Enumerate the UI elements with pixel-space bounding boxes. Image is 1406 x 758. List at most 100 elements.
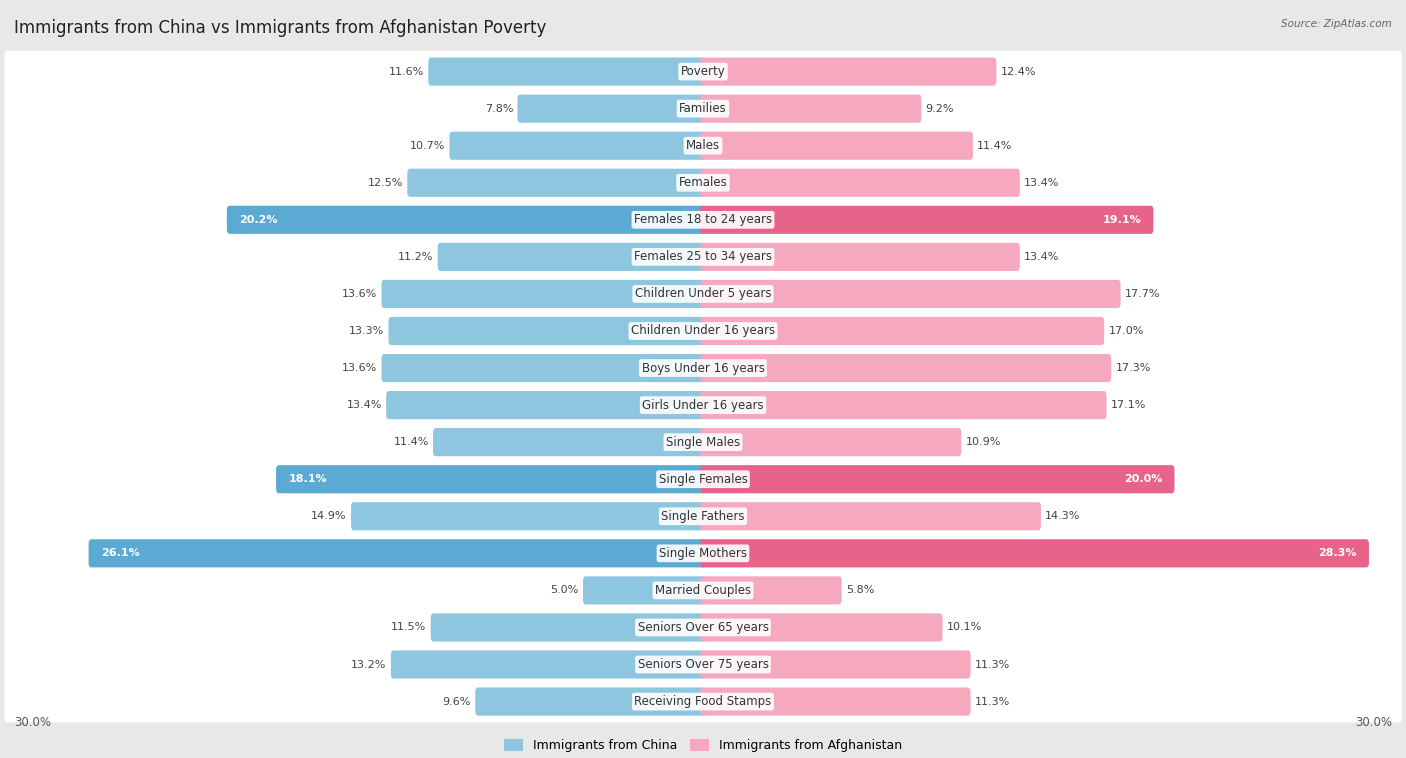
Text: Females 25 to 34 years: Females 25 to 34 years	[634, 250, 772, 263]
FancyBboxPatch shape	[4, 51, 1402, 92]
FancyBboxPatch shape	[4, 496, 1402, 537]
Text: 13.4%: 13.4%	[1024, 178, 1059, 188]
FancyBboxPatch shape	[700, 205, 1153, 234]
Text: 10.1%: 10.1%	[946, 622, 981, 632]
FancyBboxPatch shape	[4, 681, 1402, 722]
FancyBboxPatch shape	[700, 95, 921, 123]
Text: 28.3%: 28.3%	[1319, 548, 1357, 559]
Text: 13.4%: 13.4%	[347, 400, 382, 410]
Text: Seniors Over 65 years: Seniors Over 65 years	[637, 621, 769, 634]
FancyBboxPatch shape	[700, 576, 842, 604]
Text: 7.8%: 7.8%	[485, 104, 513, 114]
FancyBboxPatch shape	[700, 58, 997, 86]
Text: 19.1%: 19.1%	[1102, 215, 1142, 225]
Text: 5.0%: 5.0%	[551, 585, 579, 595]
Text: 13.4%: 13.4%	[1024, 252, 1059, 262]
Text: 14.9%: 14.9%	[311, 512, 347, 522]
Text: Children Under 16 years: Children Under 16 years	[631, 324, 775, 337]
FancyBboxPatch shape	[89, 539, 706, 568]
Text: 9.6%: 9.6%	[443, 697, 471, 706]
FancyBboxPatch shape	[437, 243, 706, 271]
FancyBboxPatch shape	[450, 132, 706, 160]
Text: Children Under 5 years: Children Under 5 years	[634, 287, 772, 300]
Text: Immigrants from China vs Immigrants from Afghanistan Poverty: Immigrants from China vs Immigrants from…	[14, 19, 547, 37]
FancyBboxPatch shape	[4, 236, 1402, 277]
FancyBboxPatch shape	[700, 354, 1111, 382]
Text: 17.3%: 17.3%	[1115, 363, 1150, 373]
FancyBboxPatch shape	[4, 384, 1402, 426]
FancyBboxPatch shape	[4, 347, 1402, 389]
FancyBboxPatch shape	[700, 391, 1107, 419]
FancyBboxPatch shape	[4, 533, 1402, 574]
FancyBboxPatch shape	[700, 428, 962, 456]
FancyBboxPatch shape	[276, 465, 706, 493]
Text: 20.0%: 20.0%	[1123, 475, 1163, 484]
Text: 11.2%: 11.2%	[398, 252, 433, 262]
Text: 12.4%: 12.4%	[1001, 67, 1036, 77]
Text: Boys Under 16 years: Boys Under 16 years	[641, 362, 765, 374]
FancyBboxPatch shape	[700, 132, 973, 160]
Text: 5.8%: 5.8%	[846, 585, 875, 595]
FancyBboxPatch shape	[388, 317, 706, 345]
FancyBboxPatch shape	[4, 606, 1402, 648]
FancyBboxPatch shape	[700, 539, 1369, 568]
FancyBboxPatch shape	[429, 58, 706, 86]
Text: 12.5%: 12.5%	[368, 178, 404, 188]
Text: Females: Females	[679, 177, 727, 190]
FancyBboxPatch shape	[4, 162, 1402, 203]
Text: 11.4%: 11.4%	[977, 141, 1012, 151]
FancyBboxPatch shape	[517, 95, 706, 123]
Text: 10.9%: 10.9%	[966, 437, 1001, 447]
FancyBboxPatch shape	[4, 88, 1402, 130]
FancyBboxPatch shape	[381, 280, 706, 308]
Text: Girls Under 16 years: Girls Under 16 years	[643, 399, 763, 412]
FancyBboxPatch shape	[226, 205, 706, 234]
Text: 11.4%: 11.4%	[394, 437, 429, 447]
FancyBboxPatch shape	[430, 613, 706, 641]
FancyBboxPatch shape	[4, 570, 1402, 611]
FancyBboxPatch shape	[433, 428, 706, 456]
Text: 11.6%: 11.6%	[389, 67, 425, 77]
FancyBboxPatch shape	[700, 280, 1121, 308]
FancyBboxPatch shape	[475, 688, 706, 716]
Text: Males: Males	[686, 139, 720, 152]
FancyBboxPatch shape	[4, 459, 1402, 500]
Text: 30.0%: 30.0%	[14, 716, 51, 729]
Text: Poverty: Poverty	[681, 65, 725, 78]
Text: 20.2%: 20.2%	[239, 215, 277, 225]
Text: 11.3%: 11.3%	[974, 697, 1010, 706]
Text: 13.6%: 13.6%	[342, 289, 377, 299]
Legend: Immigrants from China, Immigrants from Afghanistan: Immigrants from China, Immigrants from A…	[499, 735, 907, 757]
FancyBboxPatch shape	[700, 243, 1019, 271]
Text: 14.3%: 14.3%	[1045, 512, 1080, 522]
Text: 11.5%: 11.5%	[391, 622, 426, 632]
Text: 26.1%: 26.1%	[101, 548, 139, 559]
FancyBboxPatch shape	[4, 273, 1402, 315]
FancyBboxPatch shape	[381, 354, 706, 382]
Text: Single Females: Single Females	[658, 473, 748, 486]
Text: 11.3%: 11.3%	[974, 659, 1010, 669]
FancyBboxPatch shape	[700, 688, 970, 716]
Text: Source: ZipAtlas.com: Source: ZipAtlas.com	[1281, 19, 1392, 29]
Text: 18.1%: 18.1%	[288, 475, 326, 484]
Text: 17.7%: 17.7%	[1125, 289, 1160, 299]
Text: 10.7%: 10.7%	[411, 141, 446, 151]
Text: Single Fathers: Single Fathers	[661, 510, 745, 523]
FancyBboxPatch shape	[700, 465, 1174, 493]
Text: 13.6%: 13.6%	[342, 363, 377, 373]
FancyBboxPatch shape	[352, 503, 706, 531]
FancyBboxPatch shape	[4, 199, 1402, 240]
FancyBboxPatch shape	[391, 650, 706, 678]
Text: Single Mothers: Single Mothers	[659, 547, 747, 560]
FancyBboxPatch shape	[4, 125, 1402, 167]
Text: Families: Families	[679, 102, 727, 115]
Text: Single Males: Single Males	[666, 436, 740, 449]
Text: 13.3%: 13.3%	[349, 326, 384, 336]
Text: 9.2%: 9.2%	[925, 104, 955, 114]
FancyBboxPatch shape	[4, 421, 1402, 463]
Text: Married Couples: Married Couples	[655, 584, 751, 597]
Text: 30.0%: 30.0%	[1355, 716, 1392, 729]
FancyBboxPatch shape	[408, 169, 706, 197]
FancyBboxPatch shape	[700, 503, 1040, 531]
FancyBboxPatch shape	[700, 317, 1104, 345]
